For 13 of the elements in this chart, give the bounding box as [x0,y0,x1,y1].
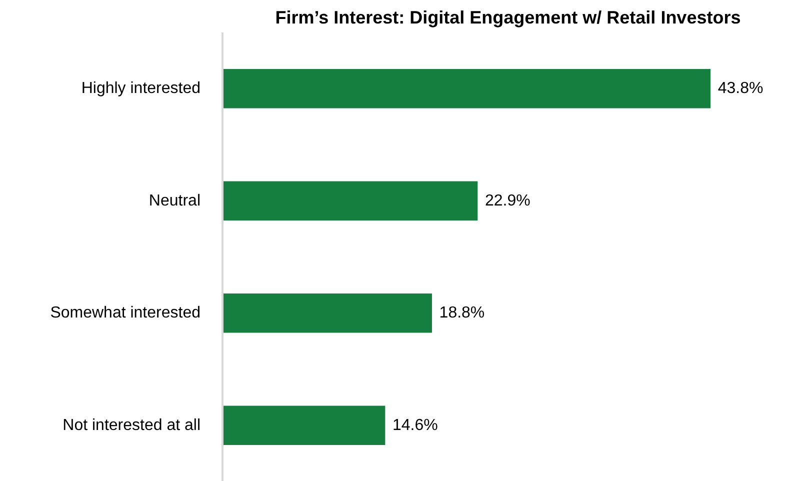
bar [222,181,478,221]
chart-title: Firm’s Interest: Digital Engagement w/ Retail Investors [275,8,741,28]
y-tick-label: Somewhat interested [50,304,201,322]
data-label: 22.9% [484,192,530,210]
bar [222,293,432,333]
data-label: 43.8% [718,80,764,98]
bar [222,406,386,446]
y-tick-label: Not interested at all [62,416,201,434]
data-label: 14.6% [392,416,438,434]
bar [222,68,711,108]
y-tick-label: Neutral [148,192,200,210]
y-tick-label: Highly interested [81,80,200,98]
data-label: 18.8% [439,304,485,322]
